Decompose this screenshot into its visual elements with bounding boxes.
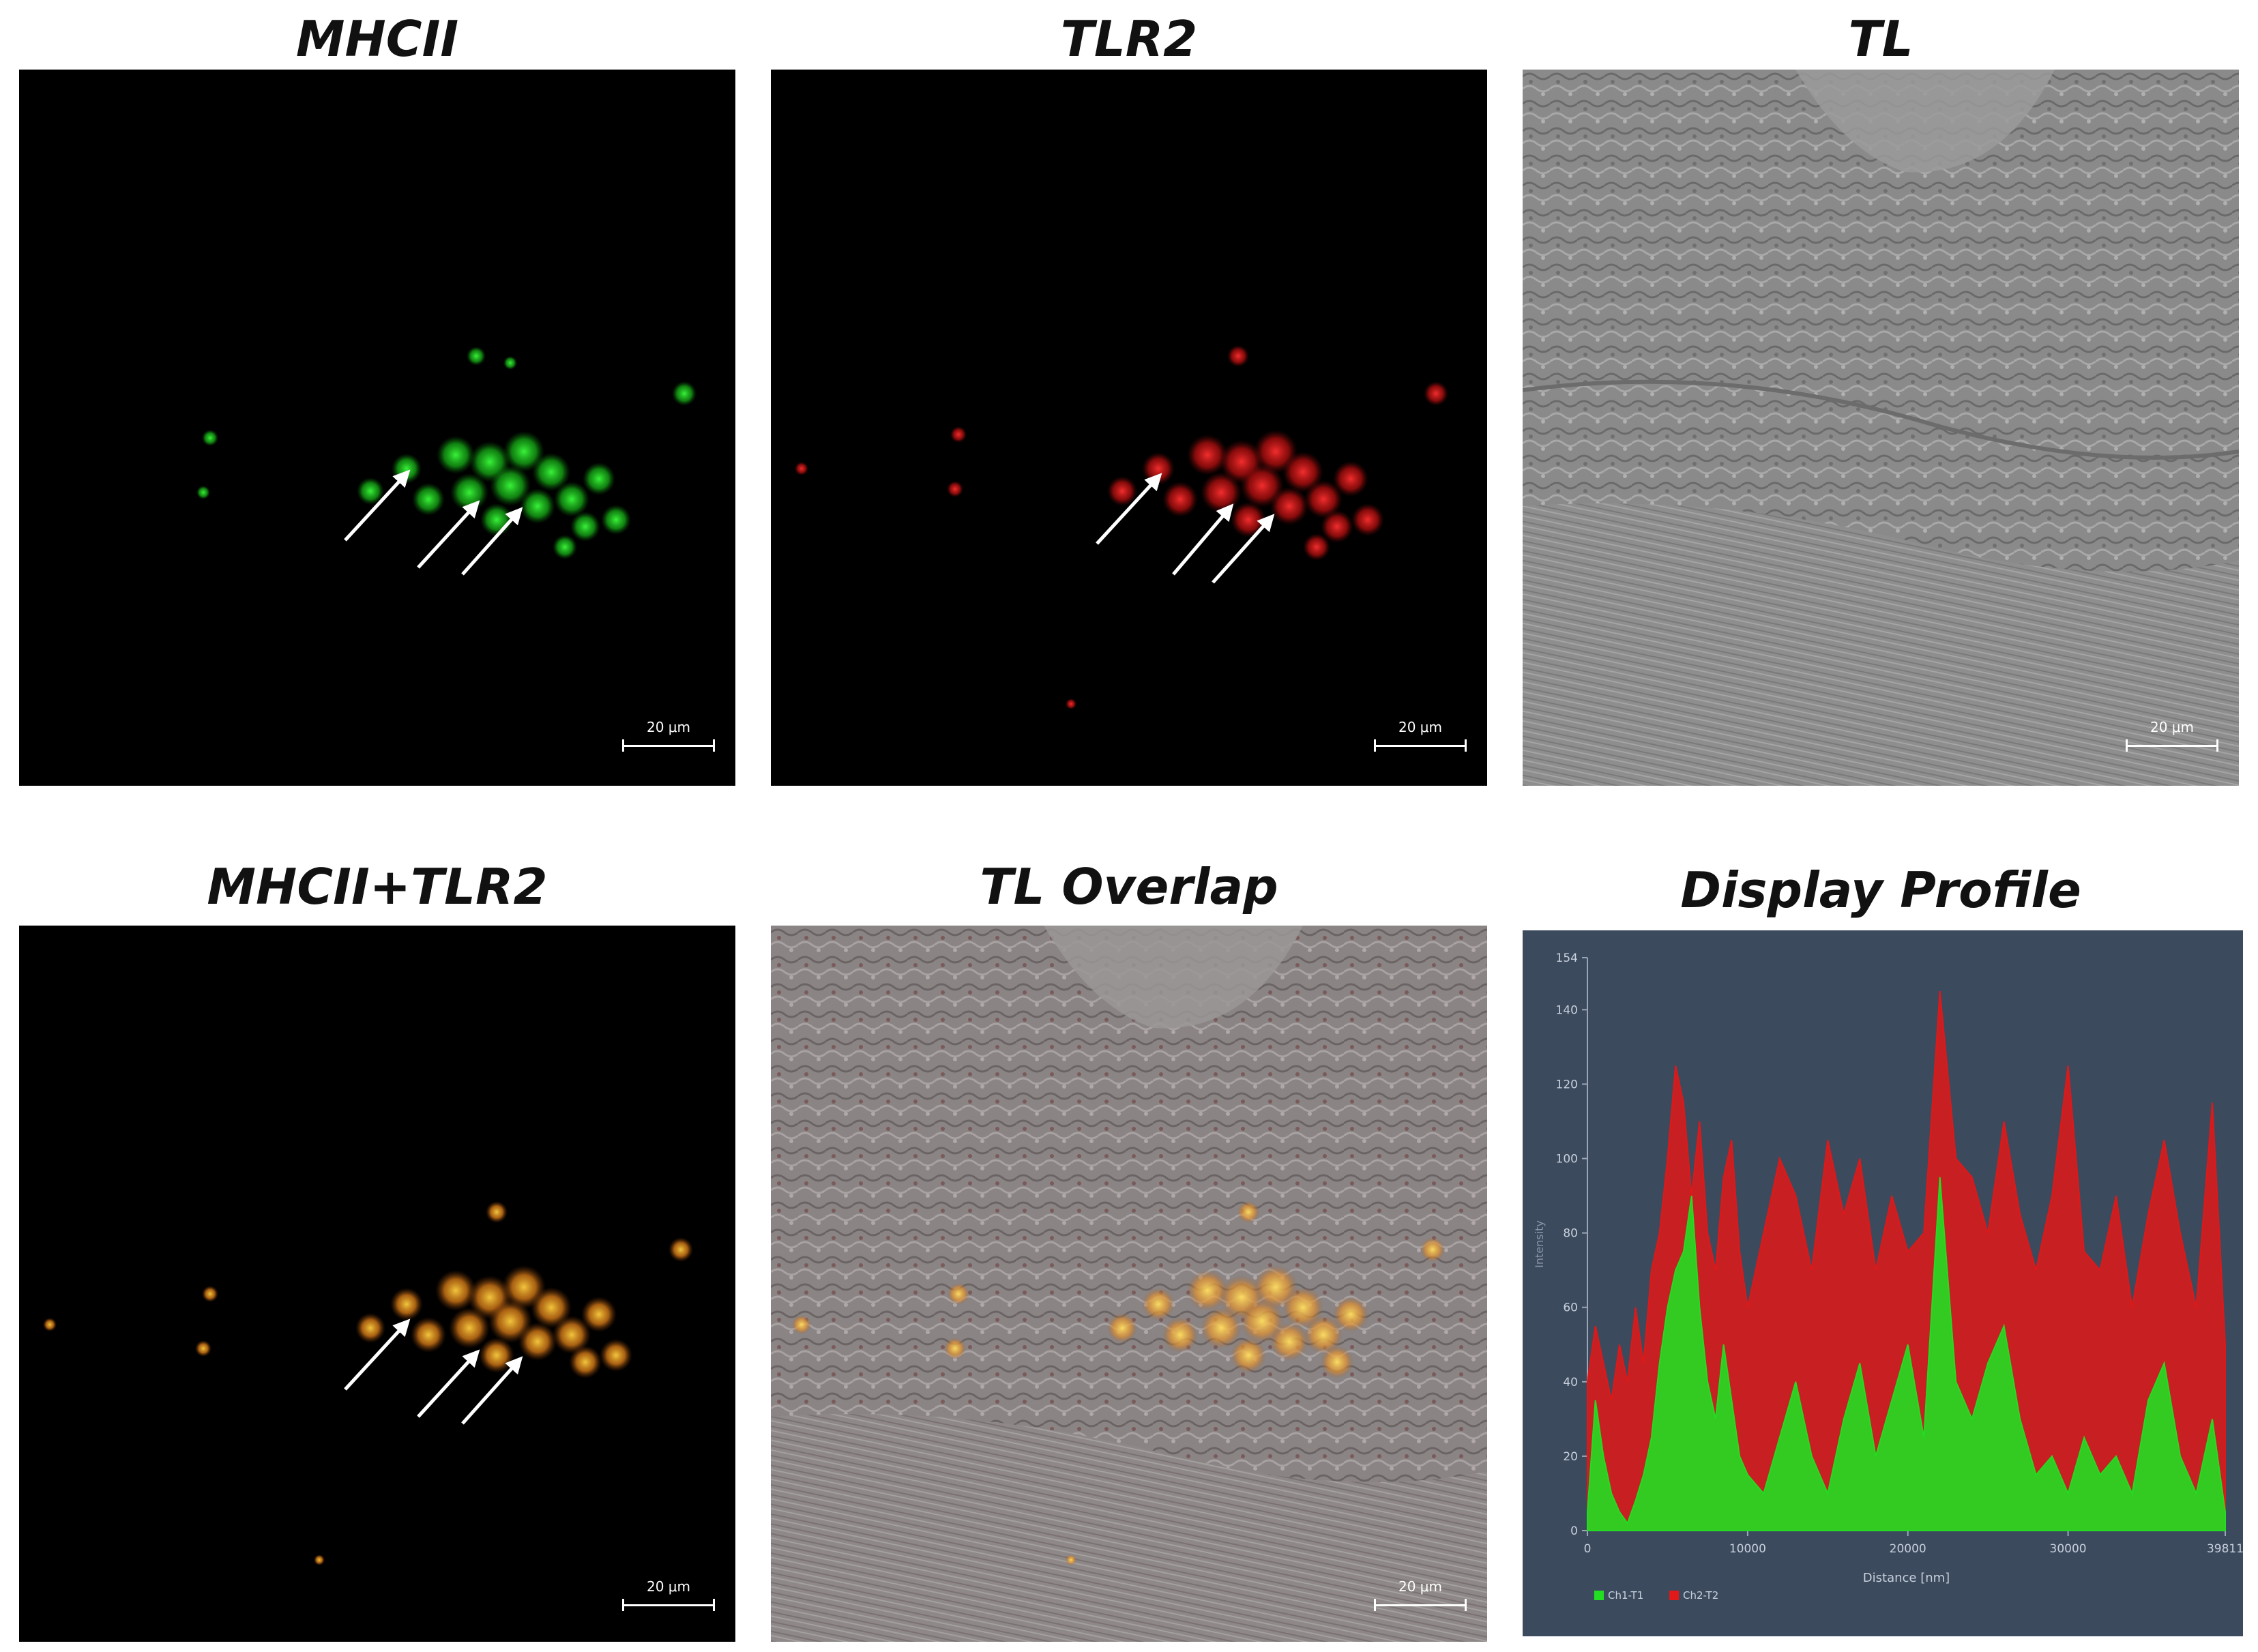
- scale-bar: 20 μm: [622, 1578, 715, 1611]
- y-tick-label: 20: [1563, 1450, 1578, 1464]
- series-ch1-t1-area: [1587, 1177, 2226, 1531]
- panel-title-mhcii-tlr2: MHCII+TLR2: [207, 858, 548, 915]
- legend-label: Ch2-T2: [1683, 1589, 1718, 1602]
- mhcii-micrograph: [196, 346, 697, 576]
- x-tick-label: 0: [1584, 1542, 1592, 1556]
- image-tlr2: 20 μm: [771, 70, 1487, 786]
- legend-swatch: [1594, 1591, 1604, 1600]
- y-tick-label: 100: [1556, 1153, 1578, 1166]
- image-tl: 20 μm: [1523, 70, 2239, 786]
- scale-bar: 20 μm: [1374, 1578, 1467, 1611]
- y-tick-label: 140: [1556, 1003, 1578, 1017]
- y-tick-label: 40: [1563, 1376, 1578, 1389]
- scale-bar-label: 20 μm: [1398, 719, 1442, 735]
- chart-svg: 0 20 40 60 80 100 120 140 154 0 10000 20000 30000 398…: [1533, 952, 2244, 1602]
- y-axis-label: Intensity: [1533, 1220, 1546, 1268]
- scale-bar: 20 μm: [1374, 719, 1467, 752]
- x-tick-label: 20000: [1890, 1542, 1926, 1556]
- legend-swatch: [1669, 1591, 1679, 1600]
- overlap-micrograph: [771, 926, 1487, 1642]
- merged-micrograph: [43, 1201, 693, 1565]
- x-tick-label: 30000: [2050, 1542, 2087, 1556]
- scale-bar: 20 μm: [2126, 719, 2218, 752]
- scale-bar-label: 20 μm: [646, 719, 690, 735]
- display-profile-chart: 0 20 40 60 80 100 120 140 154 0 10000 20000 30000 398…: [1523, 930, 2244, 1636]
- scale-bar-label: 20 μm: [2150, 719, 2194, 735]
- panel-title-display-profile: Display Profile: [1680, 861, 2081, 919]
- panel-title-tlr2: TLR2: [1060, 10, 1198, 68]
- y-tick-label: 154: [1556, 952, 1578, 965]
- tl-micrograph: [1523, 70, 2239, 786]
- x-tick-label: 10000: [1729, 1542, 1766, 1556]
- image-mhcii-tlr2: 20 μm: [19, 926, 735, 1642]
- x-axis-label: Distance [nm]: [1863, 1571, 1950, 1585]
- y-tick-label: 0: [1570, 1524, 1578, 1538]
- x-tick-label: 39811: [2207, 1542, 2243, 1556]
- panel-title-tl: TL: [1848, 10, 1914, 68]
- legend-label: Ch1-T1: [1608, 1589, 1643, 1602]
- tlr2-micrograph: [795, 345, 1448, 709]
- image-tl-overlap: 20 μm: [771, 926, 1487, 1642]
- scale-bar-label: 20 μm: [1398, 1578, 1442, 1595]
- series-ch2-t2-area: [1587, 991, 2226, 1531]
- scale-bar-label: 20 μm: [646, 1578, 690, 1595]
- image-mhcii: 20 μm: [19, 70, 735, 786]
- scale-bar: 20 μm: [622, 719, 715, 752]
- y-tick-label: 80: [1563, 1227, 1578, 1241]
- y-tick-label: 60: [1563, 1301, 1578, 1315]
- panel-title-tl-overlap: TL Overlap: [980, 858, 1278, 915]
- panel-title-mhcii: MHCII: [295, 10, 459, 68]
- y-tick-label: 120: [1556, 1078, 1578, 1091]
